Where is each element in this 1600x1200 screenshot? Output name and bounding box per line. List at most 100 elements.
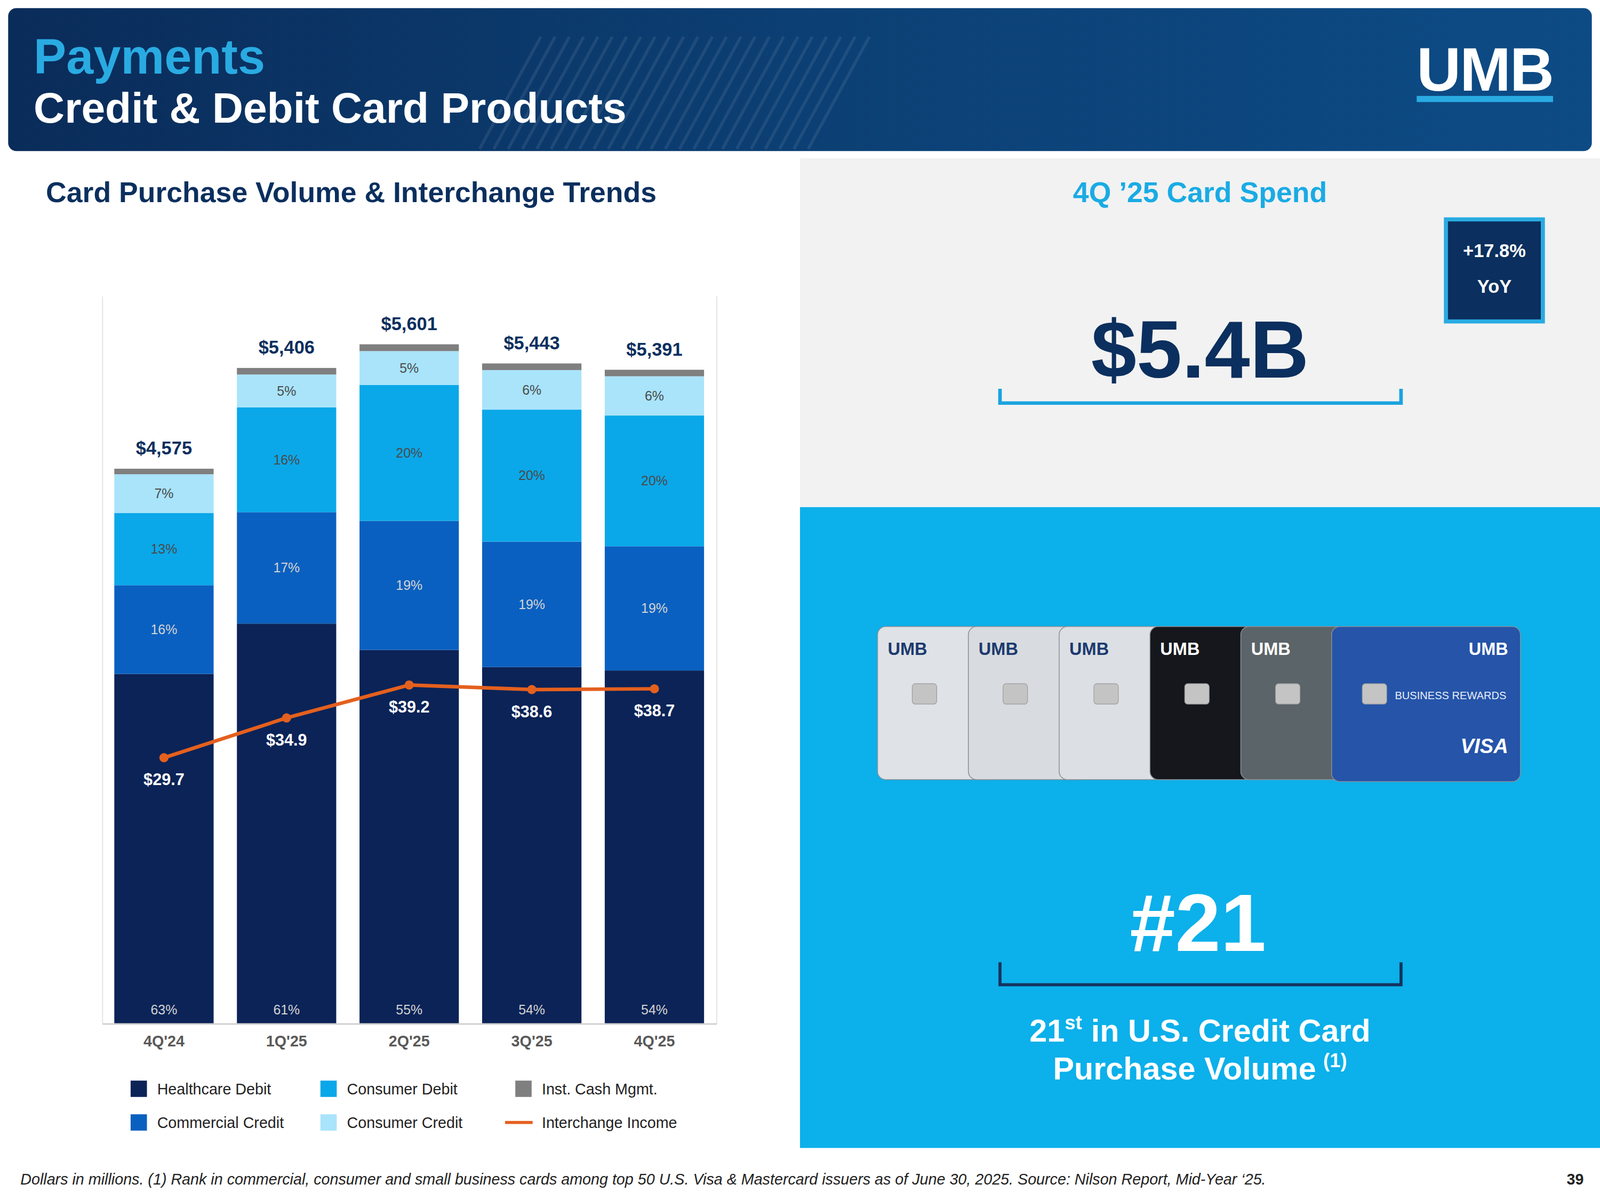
legend-item: Inst. Cash Mgmt.: [515, 1080, 658, 1098]
bar-segment: [604, 415, 704, 547]
segment-label: 54%: [518, 1002, 546, 1018]
rank-caption-text2: Purchase Volume: [1052, 1050, 1316, 1087]
segment-label: 20%: [641, 473, 668, 488]
segment-label: 20%: [518, 467, 546, 483]
rank-panel-bg: [800, 507, 1600, 1149]
card-chip: [1362, 683, 1387, 704]
legend-swatch: [505, 1121, 533, 1125]
legend-item: Consumer Credit: [320, 1114, 463, 1132]
x-axis: 4Q'241Q'252Q'253Q'254Q'25: [102, 1023, 717, 1050]
card-brand: UMB: [1251, 639, 1291, 659]
legend-label: Interchange Income: [541, 1114, 678, 1132]
plot-area: [114, 344, 704, 1024]
rank-footnote-marker: (1): [1323, 1049, 1347, 1072]
card-brand: UMB: [978, 639, 1019, 659]
x-tick: 3Q'25: [511, 1023, 553, 1050]
x-tick: 4Q'24: [143, 1023, 185, 1050]
rank-caption-line2: Purchase Volume (1): [1052, 1049, 1347, 1087]
bar-segment: [604, 546, 704, 671]
total-label: $5,443: [503, 332, 560, 354]
bar-segment: [114, 674, 214, 1024]
legend-item: Commercial Credit: [130, 1114, 284, 1132]
legend-item: Consumer Debit: [320, 1080, 458, 1098]
card: UMB BUSINESS REWARDS VISA: [1331, 626, 1521, 782]
segment-label: 55%: [395, 1002, 423, 1018]
legend-label: Consumer Debit: [347, 1080, 458, 1098]
card-network: VISA: [1460, 734, 1509, 758]
line-marker: [527, 684, 537, 694]
header-stripe: [808, 36, 870, 149]
spend-panel-bg: [800, 158, 1600, 508]
card-brand: UMB: [1468, 639, 1509, 659]
spend-title: 4Q ’25 Card Spend: [1073, 176, 1327, 208]
line-marker: [404, 680, 414, 690]
bar-segment: [114, 513, 214, 586]
segment-label: 54%: [641, 1002, 668, 1018]
bar-segment: [236, 374, 336, 407]
y2-axis-line: [716, 296, 718, 1024]
segment-label: 20%: [395, 445, 423, 461]
bar-segment: [359, 385, 459, 522]
card-chip: [1275, 683, 1301, 704]
bar-segment: [114, 468, 214, 475]
bar-segment: [359, 344, 459, 352]
line-marker: [282, 713, 292, 723]
card-brand: UMB: [1069, 639, 1109, 659]
card-label: BUSINESS REWARDS: [1394, 689, 1507, 702]
slide: PaymentsCredit & Debit Card Products UMB C…: [0, 0, 1600, 1200]
y2-axis: [716, 296, 718, 1024]
legend-item: Healthcare Debit: [130, 1080, 271, 1098]
cards: UMBUMBUMBUMBUMBUMBBUSINESS REWARDSVISA: [877, 626, 1520, 782]
bar-segment: [236, 623, 336, 1024]
line-label: $34.9: [266, 730, 308, 749]
bar-segment: [482, 363, 582, 370]
total-label: $5,391: [626, 339, 683, 360]
line-marker: [649, 684, 659, 694]
card-body: [1331, 626, 1521, 782]
logo-underline: [1416, 96, 1554, 102]
segment-label: 16%: [150, 621, 178, 637]
card-brand: UMB: [1160, 639, 1200, 659]
logo: UMB: [1416, 35, 1554, 104]
segment-label: 5%: [276, 383, 296, 399]
bar-segment: [236, 512, 336, 624]
header-subtitle: Credit & Debit Card Products: [33, 83, 627, 132]
change-box: [1445, 219, 1543, 322]
x-tick: 1Q'25: [266, 1023, 308, 1050]
legend-swatch: [320, 1114, 338, 1131]
bar-segment: [604, 376, 704, 416]
bar-segment: [482, 409, 582, 542]
segment-label: 63%: [150, 1002, 178, 1018]
segment-label: 5%: [399, 360, 419, 376]
page-number: 39: [1566, 1170, 1584, 1188]
bar-segment: [482, 667, 582, 1024]
segment-label: 13%: [150, 541, 178, 557]
rank-ordinal-suffix: st: [1064, 1011, 1082, 1034]
line-label: $38.6: [511, 702, 553, 721]
bar-segment: [604, 369, 704, 376]
header-stripe: [779, 36, 842, 149]
card-chip: [912, 683, 937, 704]
x-axis-line: [102, 1023, 717, 1026]
bar-segment: [482, 541, 582, 668]
line-label: $39.2: [388, 697, 430, 716]
change-value: +17.8%: [1462, 240, 1526, 261]
total-label: $5,406: [258, 337, 315, 358]
x-tick-label: 1Q'25: [266, 1032, 308, 1050]
page: PaymentsCredit & Debit Card Products UMB C…: [0, 0, 1600, 1200]
bar-segment: [482, 370, 582, 410]
bar-segment: [114, 585, 214, 674]
bar-segment: [236, 407, 336, 513]
segment-label: 19%: [395, 577, 423, 593]
bar-segment: [604, 670, 704, 1024]
change-period: YoY: [1477, 276, 1512, 297]
legend-swatch: [515, 1080, 532, 1098]
x-tick-label: 2Q'25: [388, 1032, 430, 1050]
total-label: $4,575: [136, 437, 192, 459]
header-title: Payments: [33, 29, 266, 84]
legend-item: Interchange Income: [505, 1114, 677, 1132]
segment-label: 7%: [154, 485, 174, 501]
x-tick: 2Q'25: [388, 1023, 430, 1050]
segment-label: 19%: [518, 596, 546, 612]
x-tick-label: 3Q'25: [511, 1032, 553, 1050]
